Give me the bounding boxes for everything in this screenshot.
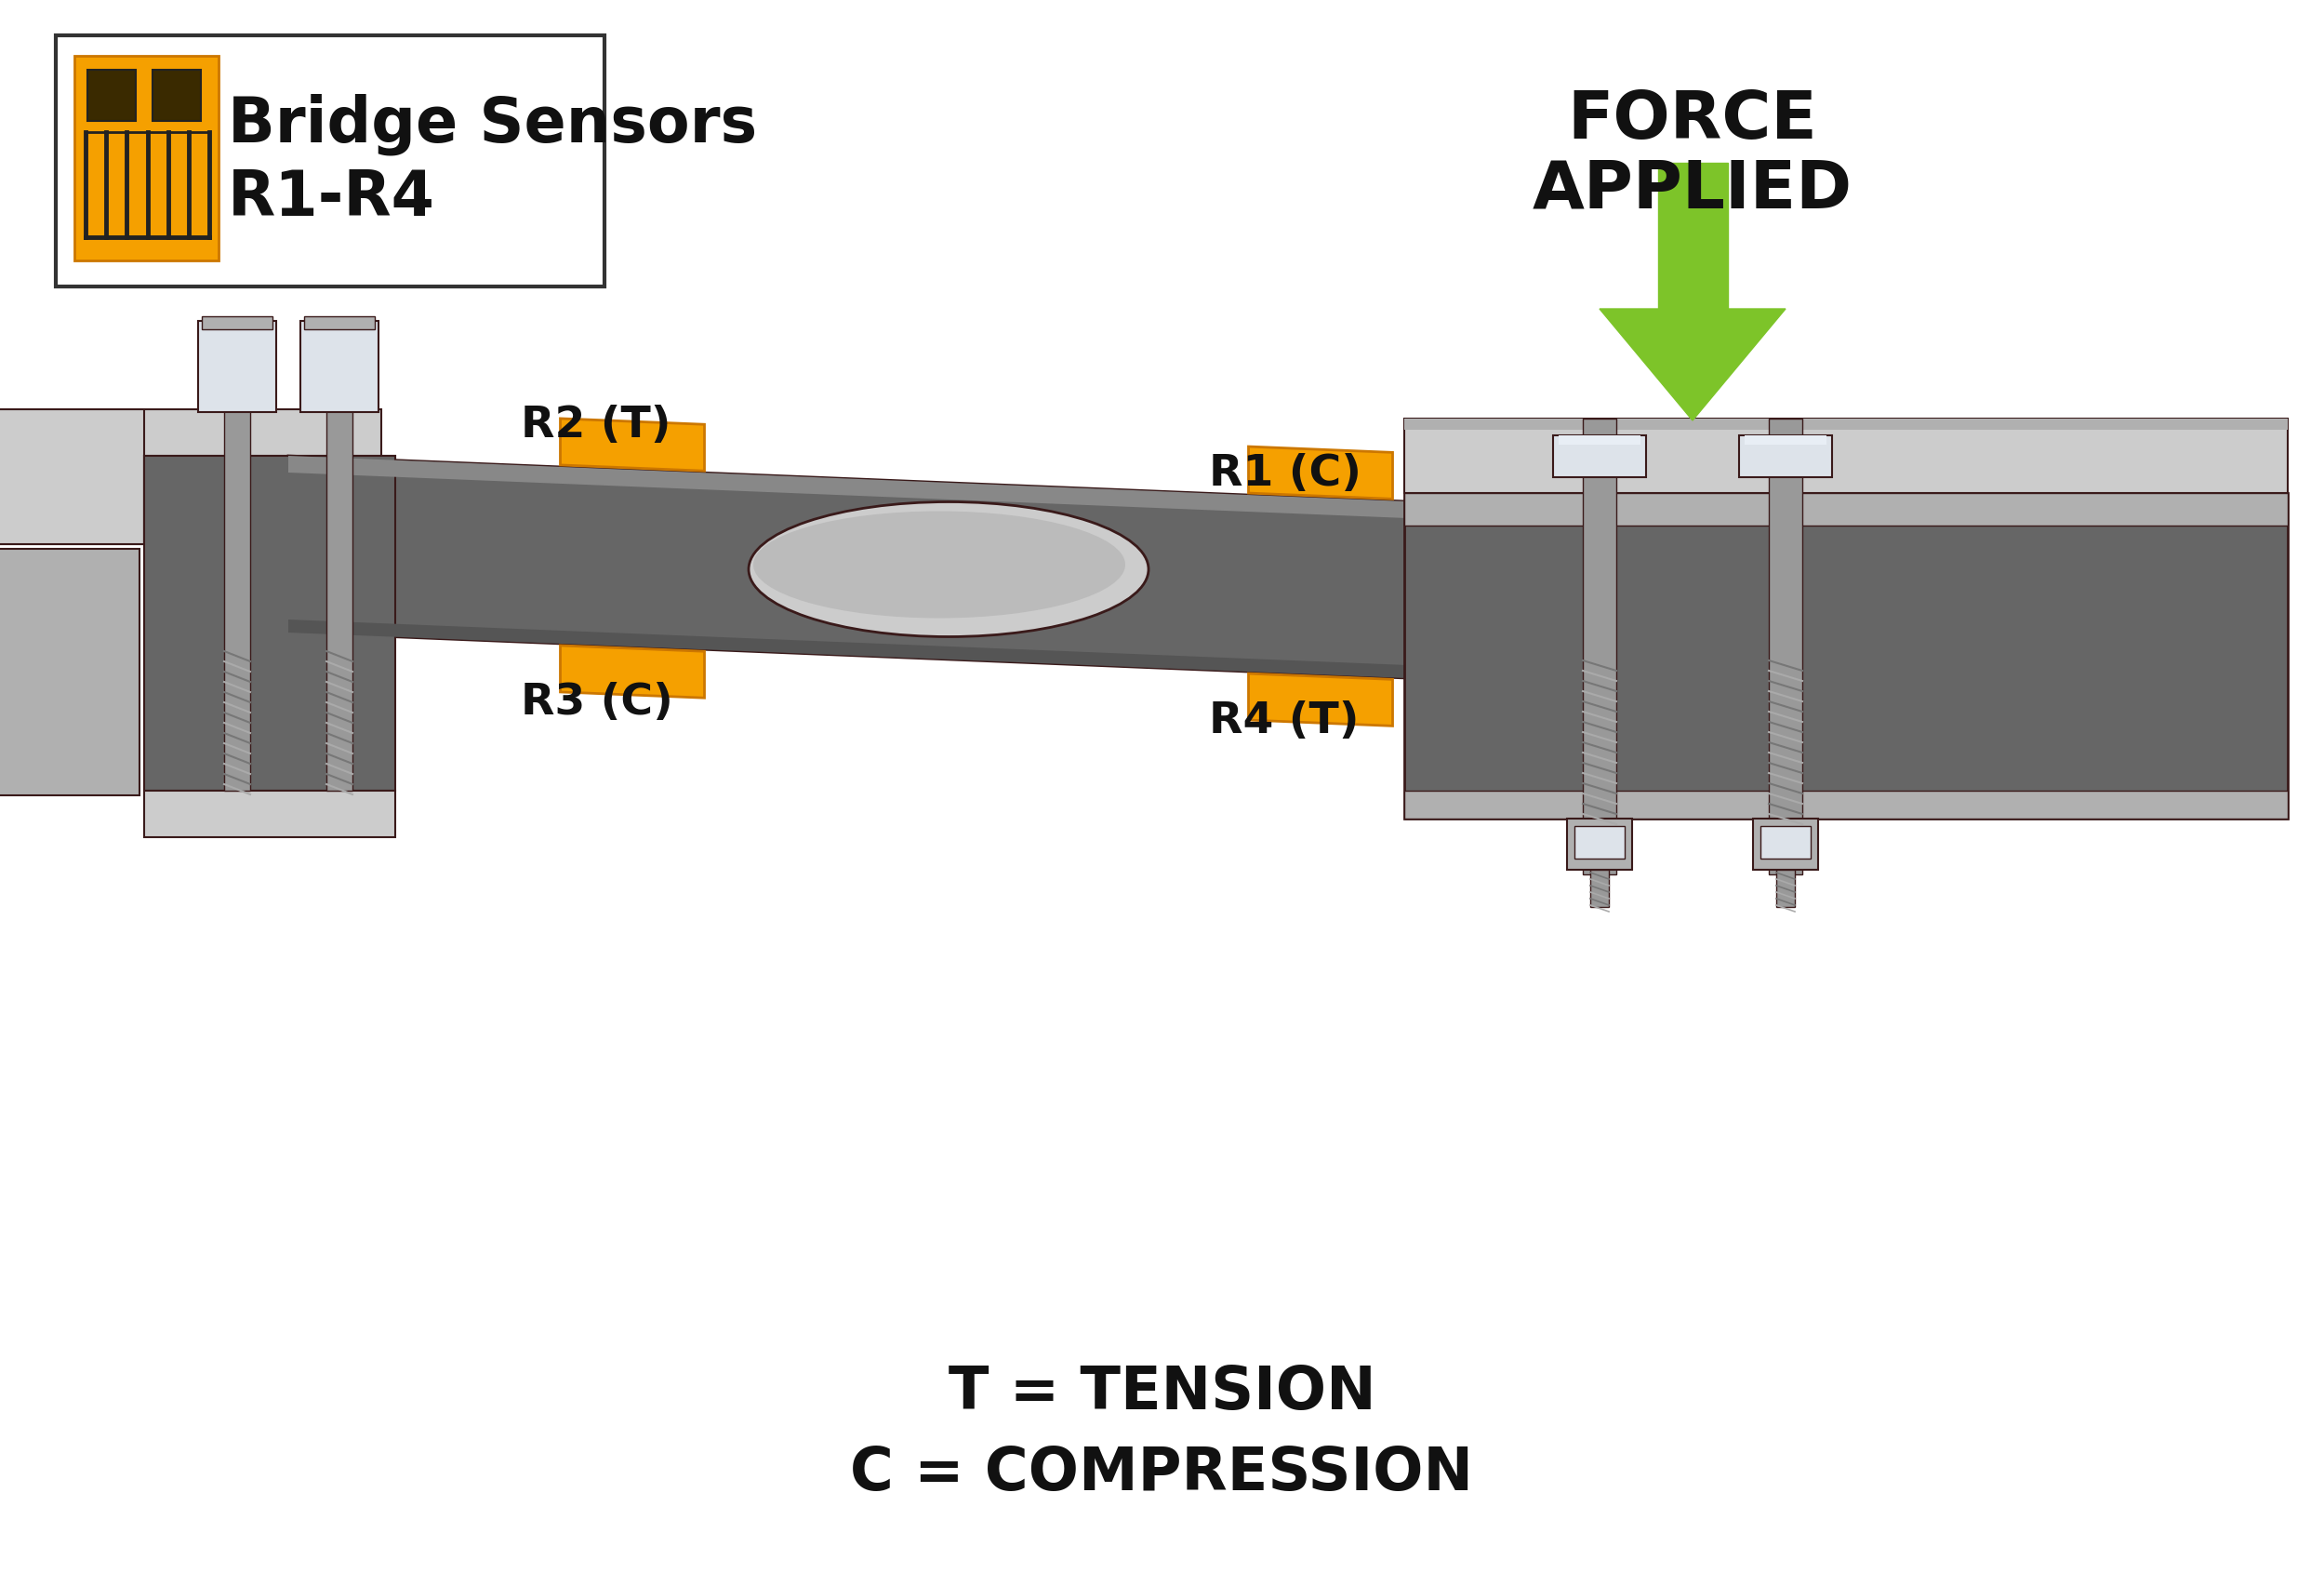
Bar (144, 455, 395, 791)
Text: R4 (T): R4 (T) (1208, 699, 1360, 742)
Bar (1762, 826, 1810, 858)
Bar (1566, 818, 1631, 869)
Bar (1776, 869, 1794, 907)
Bar (88, 70, 135, 121)
Polygon shape (1599, 309, 1785, 420)
Bar (0, 409, 144, 544)
Bar (153, 70, 200, 121)
Bar (1404, 419, 2287, 493)
Bar (144, 791, 395, 837)
Bar (1590, 869, 1608, 907)
Text: R2 (T): R2 (T) (521, 404, 672, 447)
Text: T = TENSION
C = COMPRESSION: T = TENSION C = COMPRESSION (851, 1364, 1473, 1502)
Polygon shape (1248, 447, 1392, 500)
Bar (202, 316, 272, 330)
Bar (300, 320, 379, 412)
Text: Bridge Sensors
R1-R4: Bridge Sensors R1-R4 (228, 94, 758, 228)
Bar (1404, 493, 2287, 525)
Bar (1745, 435, 1827, 444)
Bar (223, 409, 251, 791)
Text: R3 (C): R3 (C) (521, 682, 674, 723)
Text: FORCE
APPLIED: FORCE APPLIED (1532, 89, 1852, 222)
Bar (1404, 419, 2287, 430)
Text: R1 (C): R1 (C) (1208, 454, 1362, 495)
Bar (1657, 163, 1727, 309)
Bar (1573, 826, 1624, 858)
Bar (144, 455, 395, 544)
Bar (198, 320, 277, 412)
Bar (74, 56, 218, 260)
Ellipse shape (753, 511, 1125, 619)
Bar (1738, 435, 1831, 477)
Bar (325, 409, 353, 791)
Ellipse shape (748, 501, 1148, 636)
Bar (56, 35, 604, 287)
Bar (1769, 419, 1803, 874)
Bar (1559, 435, 1641, 444)
Polygon shape (288, 455, 1543, 523)
Bar (1404, 791, 2287, 818)
Bar (1752, 818, 1817, 869)
Polygon shape (1248, 674, 1392, 726)
Bar (1552, 435, 1645, 477)
Bar (304, 316, 374, 330)
Polygon shape (288, 620, 1543, 684)
Bar (0, 409, 381, 544)
Bar (1404, 493, 2287, 818)
Polygon shape (288, 455, 1543, 684)
Bar (1583, 419, 1615, 874)
Polygon shape (560, 419, 704, 471)
Bar (0, 549, 139, 795)
Polygon shape (560, 646, 704, 698)
